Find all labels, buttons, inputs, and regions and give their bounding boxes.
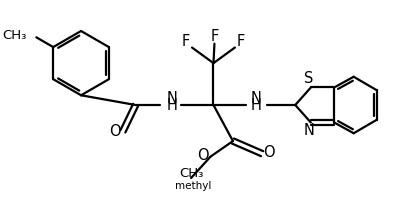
Text: CH₃: CH₃ [179, 167, 203, 180]
Text: F: F [237, 34, 245, 49]
Text: N: N [166, 91, 177, 106]
Text: O: O [197, 148, 208, 163]
Text: H: H [166, 97, 177, 113]
Text: O: O [109, 124, 121, 139]
Text: O: O [263, 145, 275, 160]
Text: S: S [304, 71, 314, 86]
Text: F: F [210, 29, 218, 44]
Text: N: N [303, 123, 314, 138]
Text: F: F [182, 34, 191, 49]
Text: methyl: methyl [175, 181, 211, 191]
Text: CH₃: CH₃ [2, 29, 27, 42]
Text: H: H [251, 97, 262, 113]
Text: N: N [251, 91, 262, 106]
